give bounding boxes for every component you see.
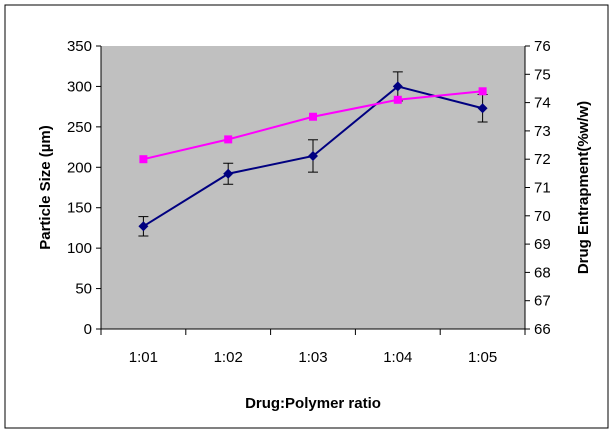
y-tick-label: 200	[67, 159, 92, 176]
y-tick-label: 50	[75, 281, 92, 298]
y-axis-title: Particle Size (µm)	[37, 125, 54, 250]
y-tick-label: 250	[67, 119, 92, 136]
y-tick-label: 100	[67, 240, 92, 257]
data-point	[392, 81, 403, 92]
y-tick-label: 0	[84, 321, 92, 338]
data-point	[477, 103, 488, 114]
data-point	[478, 87, 487, 96]
y2-tick-label: 76	[534, 38, 551, 55]
y2-tick-label: 69	[534, 236, 551, 253]
y2-tick-label: 67	[534, 293, 551, 310]
data-point	[224, 135, 233, 144]
axes: 0 50 100 150 200 250 300 350 66 67 68 69 70 71 72 73 74 7…	[67, 38, 551, 366]
data-point	[393, 95, 402, 104]
series-layer	[138, 71, 488, 237]
y2-tick-label: 66	[534, 321, 551, 338]
y2-tick-label: 68	[534, 264, 551, 281]
x-tick-label: 1:01	[129, 349, 158, 366]
data-point	[139, 155, 148, 164]
y2-tick-label: 70	[534, 208, 551, 225]
x-tick-label: 1:04	[383, 349, 412, 366]
y2-axis-title: Drug Entrapment(%w/w)	[575, 101, 592, 274]
y2-tick-label: 75	[534, 66, 551, 83]
data-point	[138, 221, 149, 232]
x-tick-label: 1:02	[214, 349, 243, 366]
y2-tick-label: 74	[534, 95, 551, 112]
data-point	[308, 150, 318, 161]
y2-tick-label: 71	[534, 180, 551, 197]
data-point	[223, 168, 234, 179]
y-tick-label: 150	[67, 200, 92, 217]
series-2	[139, 87, 487, 164]
y2-tick-label: 72	[534, 151, 551, 168]
x-axis-title: Drug:Polymer ratio	[245, 395, 381, 412]
data-point	[309, 112, 317, 121]
x-tick-label: 1:03	[298, 349, 327, 366]
plot-area	[101, 46, 525, 329]
y-tick-label: 300	[67, 78, 92, 95]
y2-tick-label: 73	[534, 123, 551, 140]
y-tick-label: 350	[67, 38, 92, 55]
x-tick-label: 1:05	[468, 349, 497, 366]
